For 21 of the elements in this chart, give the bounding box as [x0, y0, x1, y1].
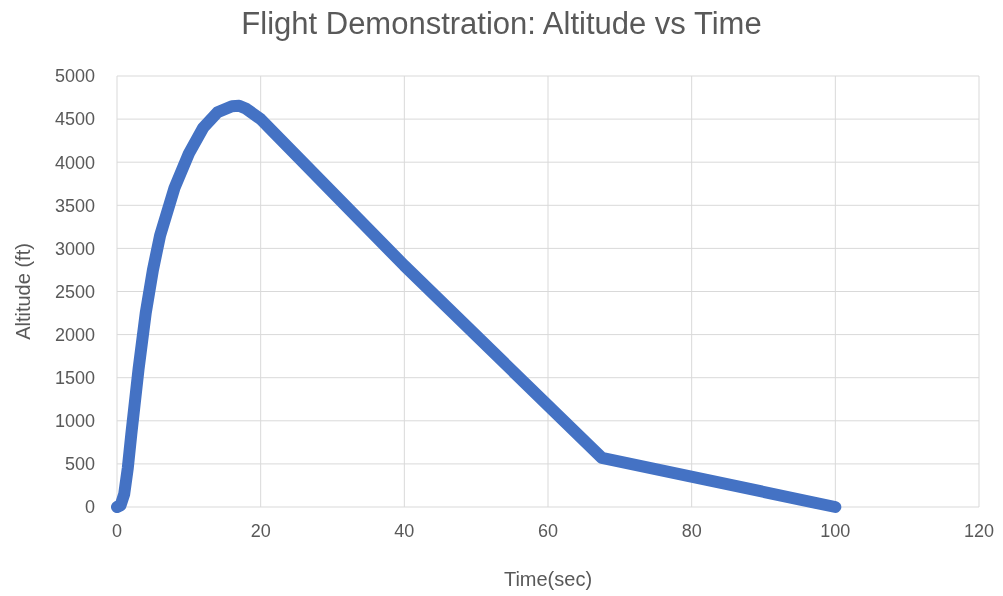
x-axis-title: Time(sec) — [503, 568, 593, 590]
y-tick-label: 4500 — [54, 109, 95, 130]
x-tick-label: 20 — [250, 521, 271, 541]
y-tick-label: 2000 — [54, 324, 95, 345]
x-tick-label: 0 — [111, 521, 123, 541]
chart-title: Flight Demonstration: Altitude vs Time — [241, 6, 762, 41]
y-tick-label: 3500 — [54, 195, 95, 216]
x-tick-label: 40 — [394, 521, 415, 541]
y-tick-label: 1500 — [54, 368, 95, 388]
x-tick-label: 80 — [681, 521, 702, 541]
y-tick-label: 4000 — [54, 152, 95, 173]
y-tick-label: 500 — [64, 454, 95, 475]
x-tick-label: 120 — [963, 521, 995, 541]
y-tick-label: 5000 — [54, 66, 95, 87]
y-tick-label: 3000 — [54, 238, 95, 259]
x-tick-label: 60 — [537, 521, 559, 541]
y-tick-label: 2500 — [54, 281, 95, 302]
y-tick-label: 1000 — [54, 411, 95, 432]
x-tick-label: 100 — [820, 521, 851, 541]
y-tick-label: 0 — [84, 497, 95, 518]
y-axis-title: Altitude (ft) — [12, 243, 34, 340]
